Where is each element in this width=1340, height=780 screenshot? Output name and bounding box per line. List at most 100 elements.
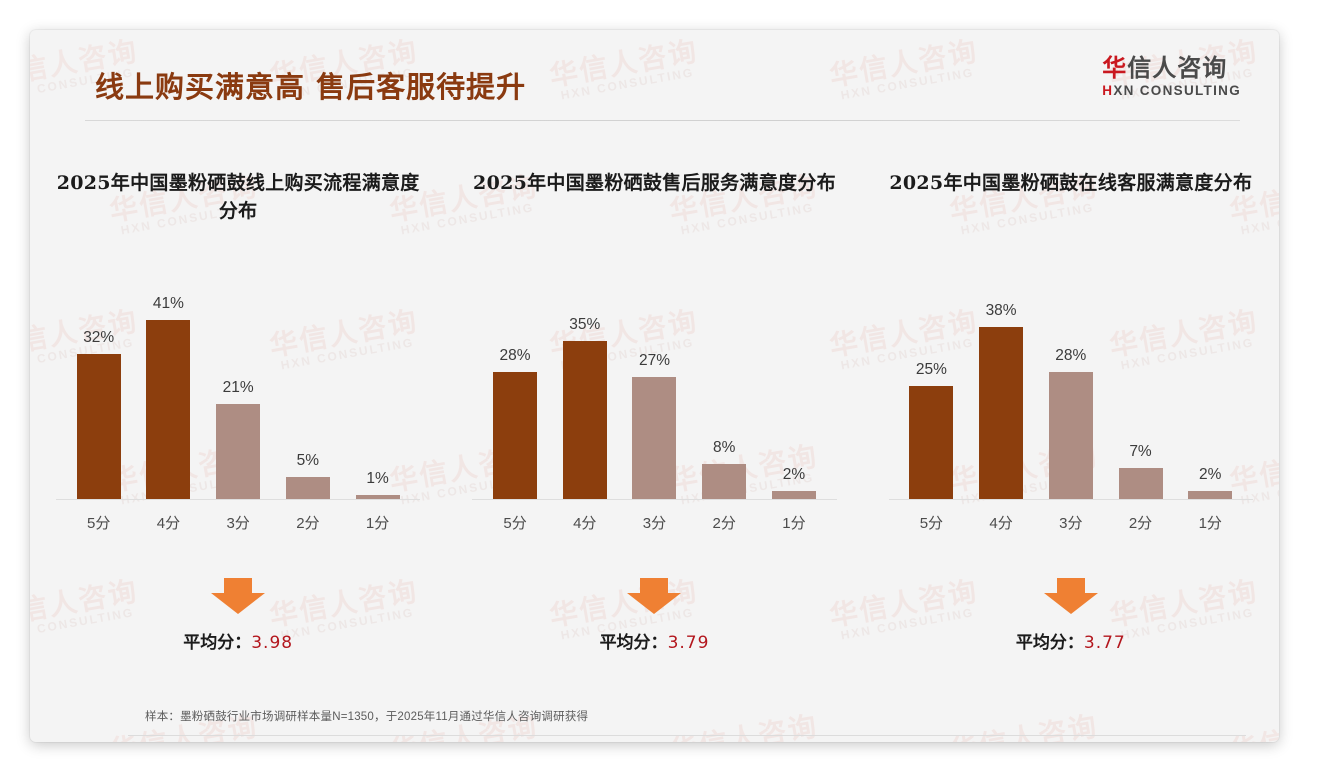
bar[interactable] xyxy=(562,340,607,500)
logo-chars-rest: 信人咨询 xyxy=(1127,54,1228,82)
bar-item[interactable]: 25% xyxy=(899,295,964,500)
average-score-block: 平均分：3.77 xyxy=(881,578,1261,653)
footer-divider xyxy=(128,735,1246,736)
charts-row: 2025年中国墨粉硒鼓线上购买流程满意度分布 32% 41% 21% 5% 1% 5分 4分 3… xyxy=(30,170,1279,670)
x-axis-tick-label: 2分 xyxy=(712,515,736,532)
bar-value-label: 27% xyxy=(638,352,670,369)
chart-panel-3: 2025年中国墨粉硒鼓在线客服满意度分布 25% 38% 28% 7% 2% 5分 4分 3分 2… xyxy=(863,170,1279,670)
bar-value-label: 25% xyxy=(915,361,947,379)
average-score-label: 平均分： xyxy=(183,633,252,653)
average-score-text: 平均分：3.98 xyxy=(183,628,293,653)
arrow-shaft xyxy=(640,578,669,594)
average-score-value: 3.79 xyxy=(667,633,710,653)
bar-value-label: 28% xyxy=(1055,347,1087,365)
arrow-down-icon xyxy=(627,578,682,614)
x-axis-line xyxy=(472,499,837,500)
average-score-text: 平均分：3.79 xyxy=(600,628,710,653)
bar-value-label: 1% xyxy=(366,470,389,488)
bar[interactable] xyxy=(909,386,954,500)
bar-item[interactable]: 41% xyxy=(136,295,201,500)
bar-group: 32% 41% 21% 5% 1% xyxy=(66,295,410,500)
bar-value-label: 2% xyxy=(1199,465,1222,483)
bar-group: 25% 38% 28% 7% 2% xyxy=(899,295,1243,500)
average-score-block: 平均分：3.98 xyxy=(48,578,428,653)
bar-value-label: 32% xyxy=(83,329,115,347)
bar-value-label: 5% xyxy=(296,452,320,470)
source-footnote: 样本：墨粉硒鼓行业市场调研样本量N=1350，于2025年11月通过华信人咨询调… xyxy=(145,711,589,723)
bar-item[interactable]: 2% xyxy=(761,295,826,500)
bar-value-label: 28% xyxy=(499,347,531,365)
arrow-head xyxy=(211,593,266,614)
bar-value-label: 35% xyxy=(569,315,601,333)
x-axis-labels: 5分 4分 3分 2分 1分 xyxy=(899,512,1243,533)
bar-item[interactable]: 7% xyxy=(1108,295,1173,500)
arrow-shaft xyxy=(224,578,253,594)
average-score-value: 3.77 xyxy=(1083,633,1126,653)
bar[interactable] xyxy=(771,490,816,500)
x-axis-tick-label: 1分 xyxy=(1198,515,1222,532)
bar-value-label: 21% xyxy=(222,379,254,397)
x-axis-tick-label: 4分 xyxy=(156,515,181,532)
logo-char-hua: 华 xyxy=(1102,54,1128,82)
bar[interactable] xyxy=(702,463,747,500)
bar[interactable] xyxy=(1048,372,1093,500)
bar-item[interactable]: 32% xyxy=(66,295,131,500)
chart-title: 2025年中国墨粉硒鼓在线客服满意度分布 xyxy=(889,172,1253,194)
company-logo: 华信人咨询 HXN CONSULTING xyxy=(1102,54,1241,99)
bar-group: 28% 35% 27% 8% 2% xyxy=(482,295,826,500)
chart-panel-2: 2025年中国墨粉硒鼓售后服务满意度分布 28% 35% 27% 8% 2% 5分 4分 3分 2… xyxy=(446,170,862,670)
x-axis-tick-label: 2分 xyxy=(296,515,320,532)
chart-panel-1: 2025年中国墨粉硒鼓线上购买流程满意度分布 32% 41% 21% 5% 1% 5分 4分 3… xyxy=(30,170,446,670)
x-axis-tick-label: 3分 xyxy=(642,515,667,532)
x-axis-line xyxy=(56,499,421,500)
bar-item[interactable]: 21% xyxy=(205,295,270,500)
bar[interactable] xyxy=(216,404,261,500)
chart-plot-area: 25% 38% 28% 7% 2% 5分 4分 3分 2分 1分 xyxy=(881,270,1261,532)
bar-value-label: 2% xyxy=(782,465,806,483)
x-axis-labels: 5分 4分 3分 2分 1分 xyxy=(482,512,826,533)
x-axis-tick-label: 5分 xyxy=(919,515,944,532)
bar-item[interactable]: 27% xyxy=(622,295,687,500)
chart-title: 2025年中国墨粉硒鼓线上购买流程满意度分布 xyxy=(56,172,420,222)
bar-item[interactable]: 28% xyxy=(482,295,547,500)
bar[interactable] xyxy=(285,477,330,500)
bar-item[interactable]: 35% xyxy=(552,295,617,500)
bar-item[interactable]: 1% xyxy=(345,295,410,500)
arrow-down-icon xyxy=(1043,578,1098,614)
chart-plot-area: 32% 41% 21% 5% 1% 5分 4分 3分 2分 1分 xyxy=(48,270,428,532)
arrow-head xyxy=(627,593,682,614)
bar[interactable] xyxy=(146,320,191,500)
arrow-down-icon xyxy=(211,578,266,614)
bar[interactable] xyxy=(355,495,400,500)
arrow-head xyxy=(1043,593,1098,614)
x-axis-tick-label: 5分 xyxy=(87,515,111,532)
bar-item[interactable]: 8% xyxy=(691,295,756,500)
bar-item[interactable]: 2% xyxy=(1178,295,1243,500)
slide-header: 线上购买满意高 售后客服待提升 xyxy=(30,30,1279,122)
bar-value-label: 7% xyxy=(1129,443,1152,461)
bar[interactable] xyxy=(979,326,1024,500)
bar[interactable] xyxy=(1188,490,1233,500)
chart-title: 2025年中国墨粉硒鼓售后服务满意度分布 xyxy=(473,172,836,194)
bar-item[interactable]: 28% xyxy=(1038,295,1103,500)
page-title: 线上购买满意高 售后客服待提升 xyxy=(95,70,527,104)
bar[interactable] xyxy=(1118,468,1163,500)
x-axis-tick-label: 5分 xyxy=(503,515,527,532)
bar[interactable] xyxy=(493,372,538,500)
x-axis-line xyxy=(888,499,1253,500)
average-score-value: 3.98 xyxy=(251,633,294,653)
slide-card: 华信人咨询 HXN CONSULTING 华信人咨询 HXN CONSULTING 华信… xyxy=(30,30,1279,742)
bar[interactable] xyxy=(76,354,121,500)
chart-plot-area: 28% 35% 27% 8% 2% 5分 4分 3分 2分 1分 xyxy=(464,270,844,532)
bar-item[interactable]: 5% xyxy=(275,295,340,500)
bar-item[interactable]: 38% xyxy=(968,295,1033,500)
x-axis-tick-label: 1分 xyxy=(365,515,390,532)
average-score-label: 平均分： xyxy=(599,633,668,653)
arrow-shaft xyxy=(1056,578,1085,594)
logo-chinese-text: 华信人咨询 xyxy=(1102,54,1241,82)
x-axis-tick-label: 2分 xyxy=(1128,515,1153,532)
logo-en-rest: XN CONSULTING xyxy=(1113,83,1241,99)
logo-en-initial: H xyxy=(1102,83,1114,99)
bar[interactable] xyxy=(632,377,677,500)
bar-value-label: 38% xyxy=(985,301,1017,319)
